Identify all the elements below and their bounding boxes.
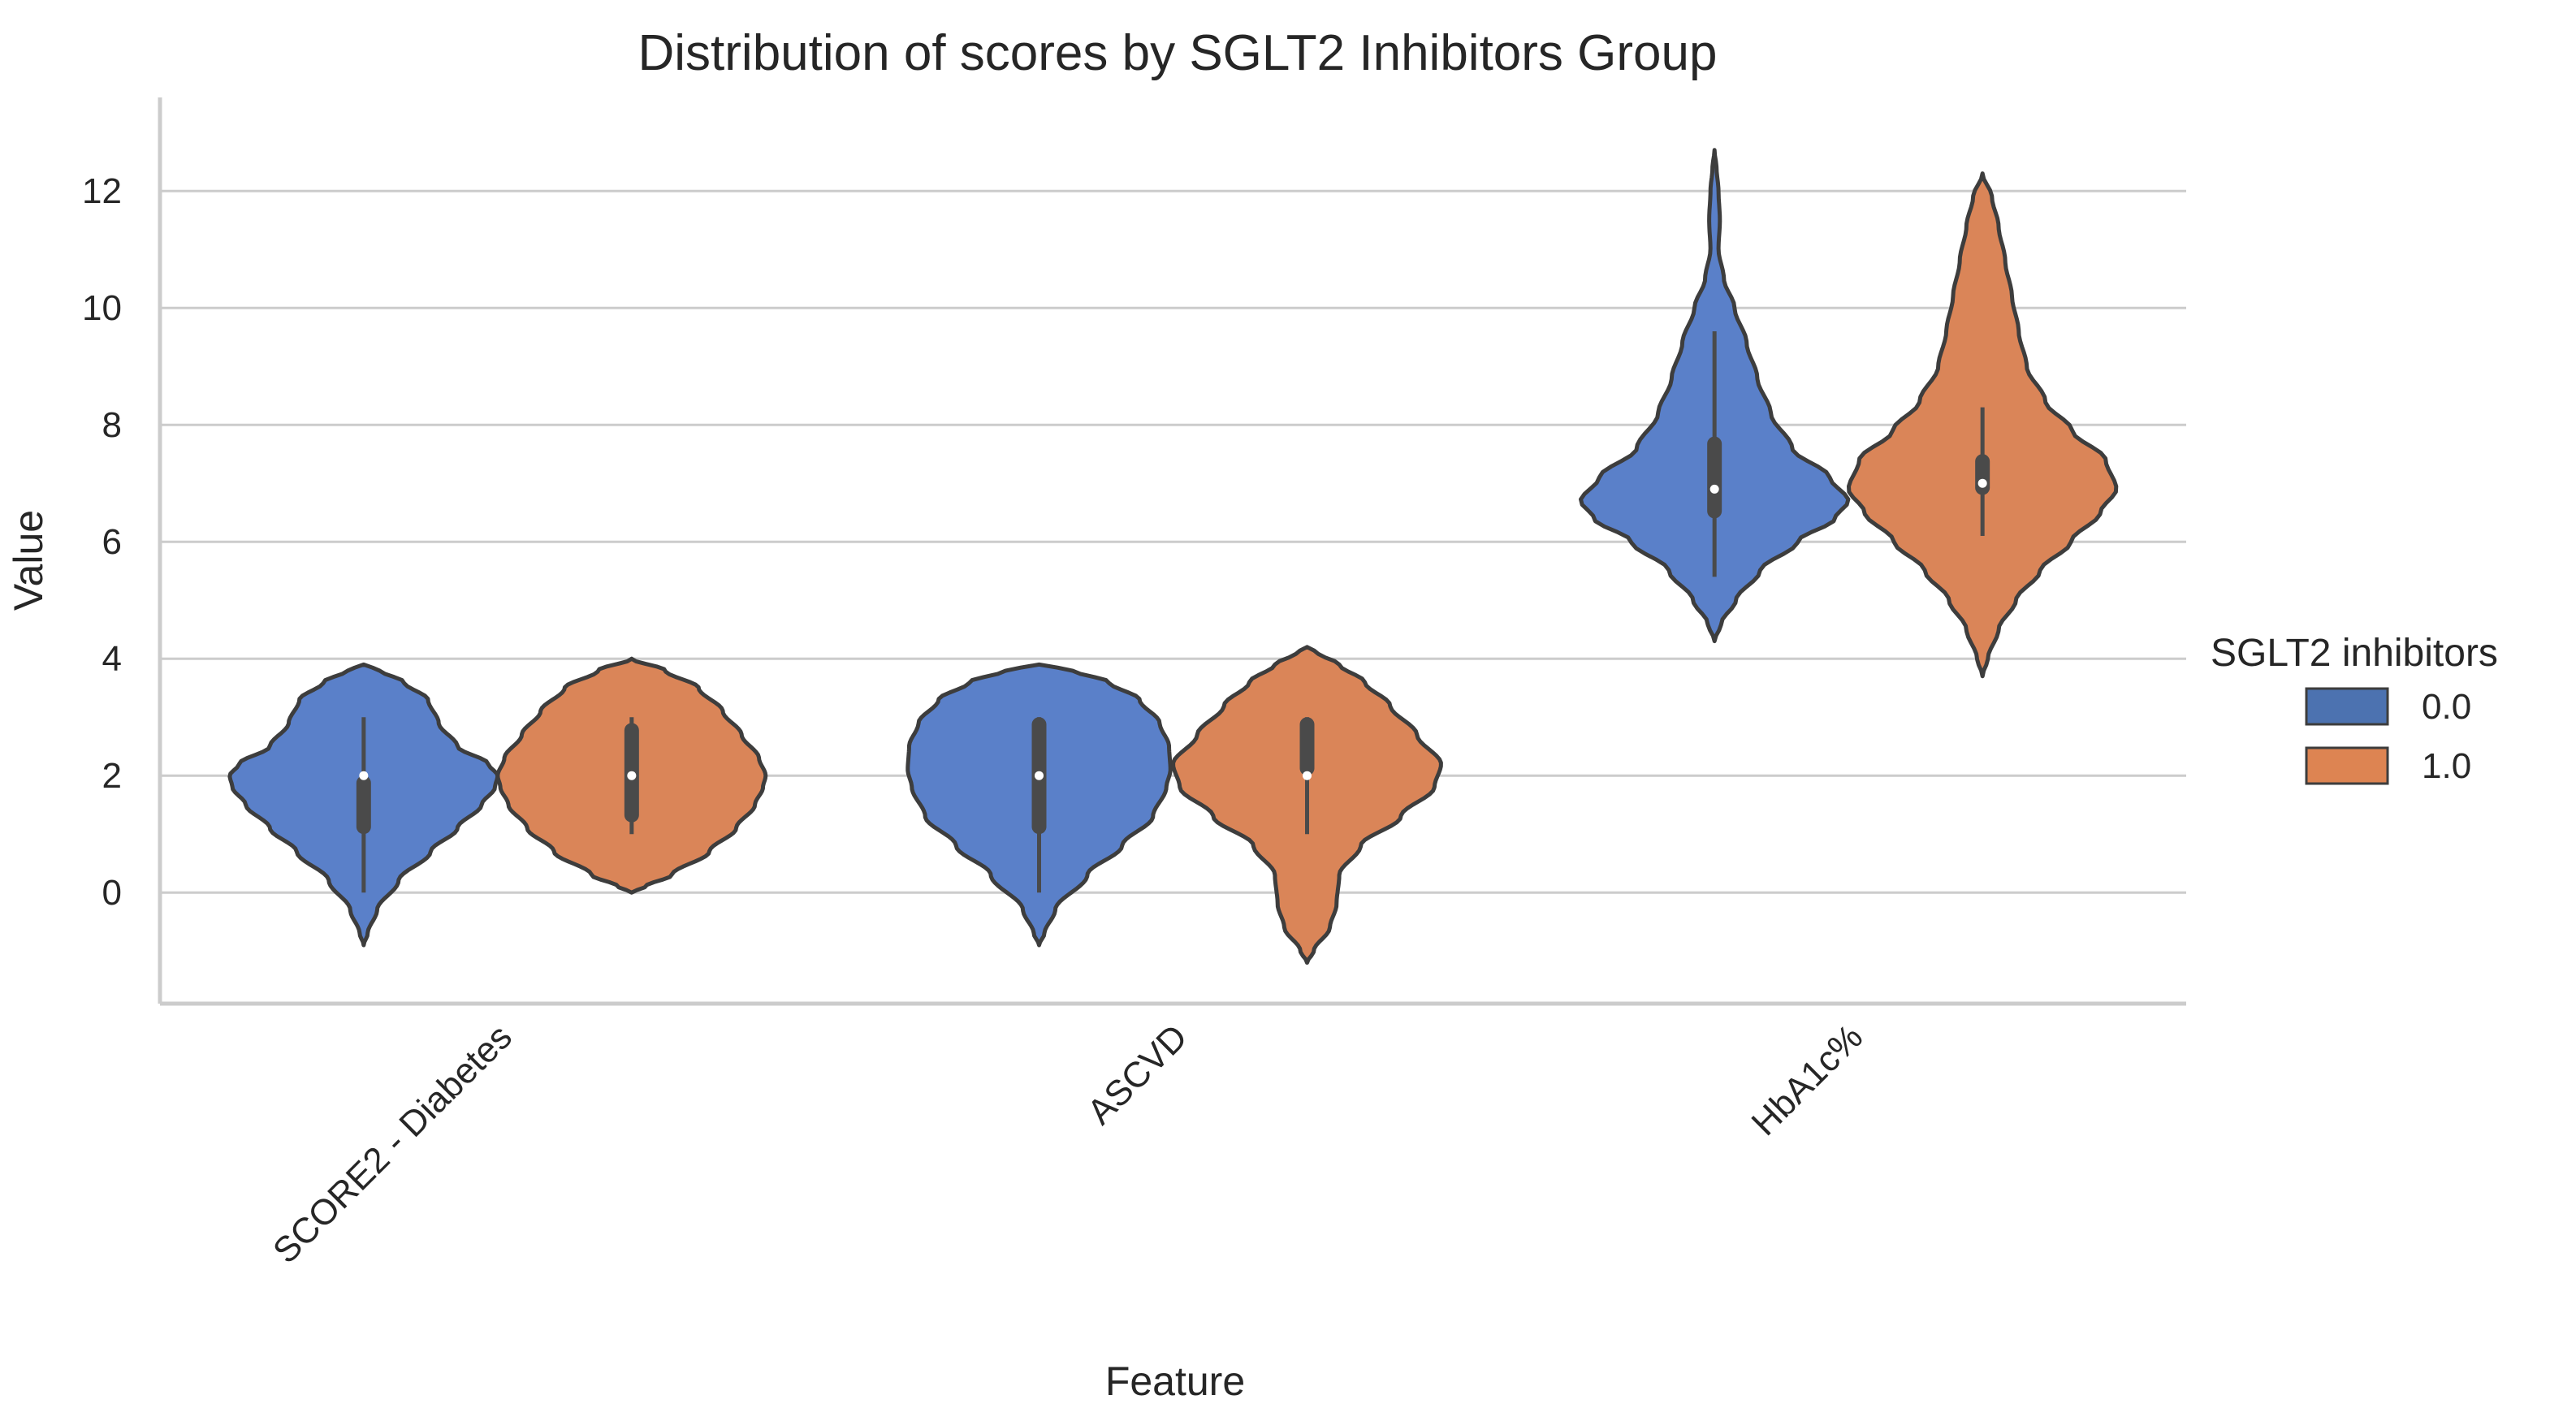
chart-title: Distribution of scores by SGLT2 Inhibito… [638, 25, 1718, 81]
violin-median-dot [1035, 771, 1044, 780]
y-tick-label: 10 [82, 288, 122, 328]
legend-label: 0.0 [2422, 687, 2471, 727]
x-axis-title: Feature [1105, 1358, 1245, 1404]
y-tick-label: 2 [102, 756, 122, 796]
axes-layer [158, 97, 2186, 1006]
x-tick-label: SCORE2 - Diabetes [266, 1017, 520, 1271]
violin-median-dot [1709, 484, 1719, 494]
violin-iqr-box [356, 775, 371, 835]
x-tick-label: ASCVD [1080, 1017, 1195, 1132]
y-tick-label: 12 [82, 171, 122, 211]
violin-iqr-box [1707, 436, 1722, 519]
y-axis-title: Value [6, 510, 51, 611]
x-tick-label: HbA1c% [1744, 1017, 1871, 1143]
legend-swatch [2305, 687, 2389, 726]
y-tick-label: 0 [102, 873, 122, 913]
violin-median-dot [1303, 771, 1312, 780]
legend-label: 1.0 [2422, 746, 2471, 786]
violin-iqr-box [1975, 454, 1990, 495]
y-tick-label: 6 [102, 522, 122, 562]
violin-median-dot [359, 771, 369, 780]
violin-median-dot [1977, 478, 1987, 488]
legend: SGLT2 inhibitors 0.0 1.0 [2211, 632, 2498, 786]
legend-swatch [2305, 746, 2389, 785]
violin-layer [227, 148, 2119, 965]
violin-iqr-box [1299, 717, 1315, 776]
violin-median-dot [627, 771, 637, 780]
y-tick-label: 4 [102, 639, 122, 679]
y-tick-label: 8 [102, 405, 122, 445]
legend-title: SGLT2 inhibitors [2211, 632, 2498, 675]
